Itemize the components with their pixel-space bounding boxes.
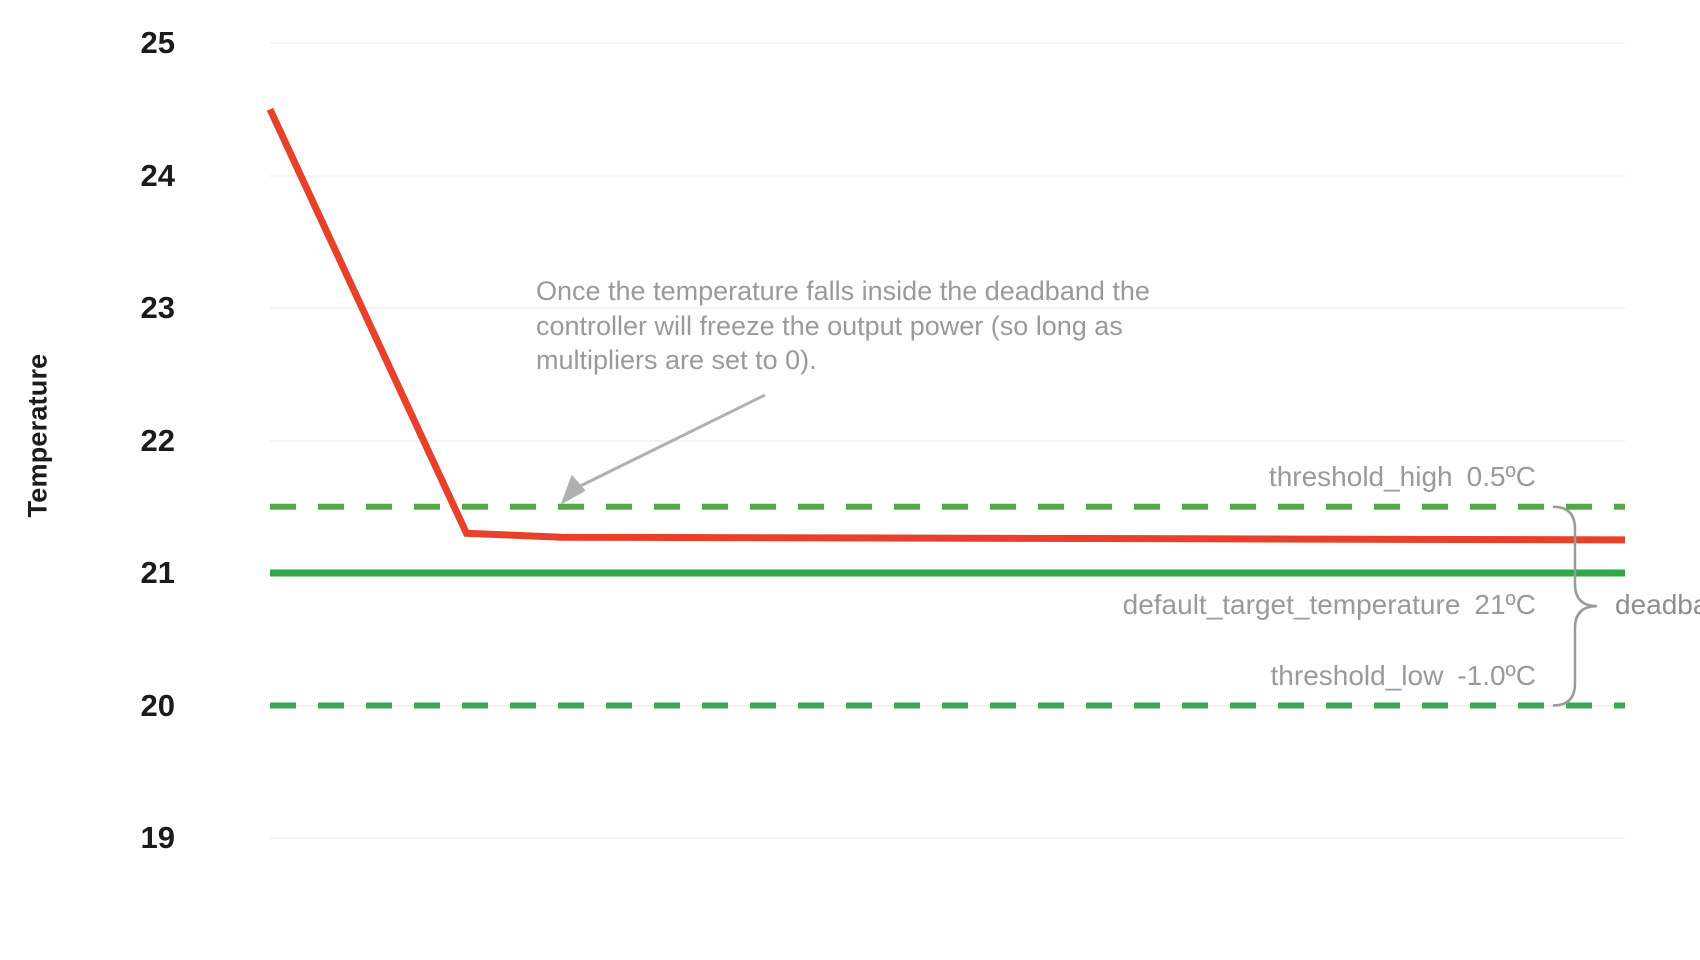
series-label-threshold_high: threshold_high 0.5ºC [0,461,1536,493]
annotation-arrow [560,393,766,505]
gridline-22 [270,439,1625,442]
y-tick-label-23: 23 [140,290,175,325]
gridline-24 [270,174,1625,177]
y-tick-label-19: 19 [140,820,175,855]
series-label-default_target_temperature: default_target_temperature 21ºC [0,589,1536,621]
series-label-name: default_target_temperature [1122,589,1461,620]
annotation-line-3: multipliers are set to 0). [536,345,817,375]
annotation-line-2: controller will freeze the output power … [536,310,1123,341]
gridline-19 [270,837,1625,839]
y-tick-label-21: 21 [140,555,175,590]
series-label-name: threshold_high [1268,460,1453,492]
series-label-value: 0.5ºC [1466,460,1536,492]
y-axis-tick-column: 25 24 23 22 21 20 19 [60,0,175,960]
deadband-bracket-label: deadband [1615,589,1700,621]
series-label-value: -1.0ºC [1457,659,1536,691]
annotation-deadband-note: Once the temperature falls inside the de… [536,274,1216,378]
gridline-25 [270,42,1625,44]
y-tick-label-25: 25 [140,25,175,60]
y-axis-title: Temperature [22,353,53,518]
y-tick-label-22: 22 [140,422,175,458]
deadband-brace [1552,505,1598,707]
gridline-23 [270,307,1625,309]
series-label-name: threshold_low [1270,659,1444,691]
plot-area [200,0,1700,960]
annotation-line-1: Once the temperature falls inside the de… [536,276,1150,306]
y-tick-label-24: 24 [140,157,175,193]
series-label-threshold_low: threshold_low -1.0ºC [0,660,1536,692]
y-tick-label-20: 20 [140,687,175,723]
series-canvas [266,107,1626,709]
series-line-measured_temperature [266,107,1626,544]
series-label-value: 21ºC [1474,589,1536,620]
